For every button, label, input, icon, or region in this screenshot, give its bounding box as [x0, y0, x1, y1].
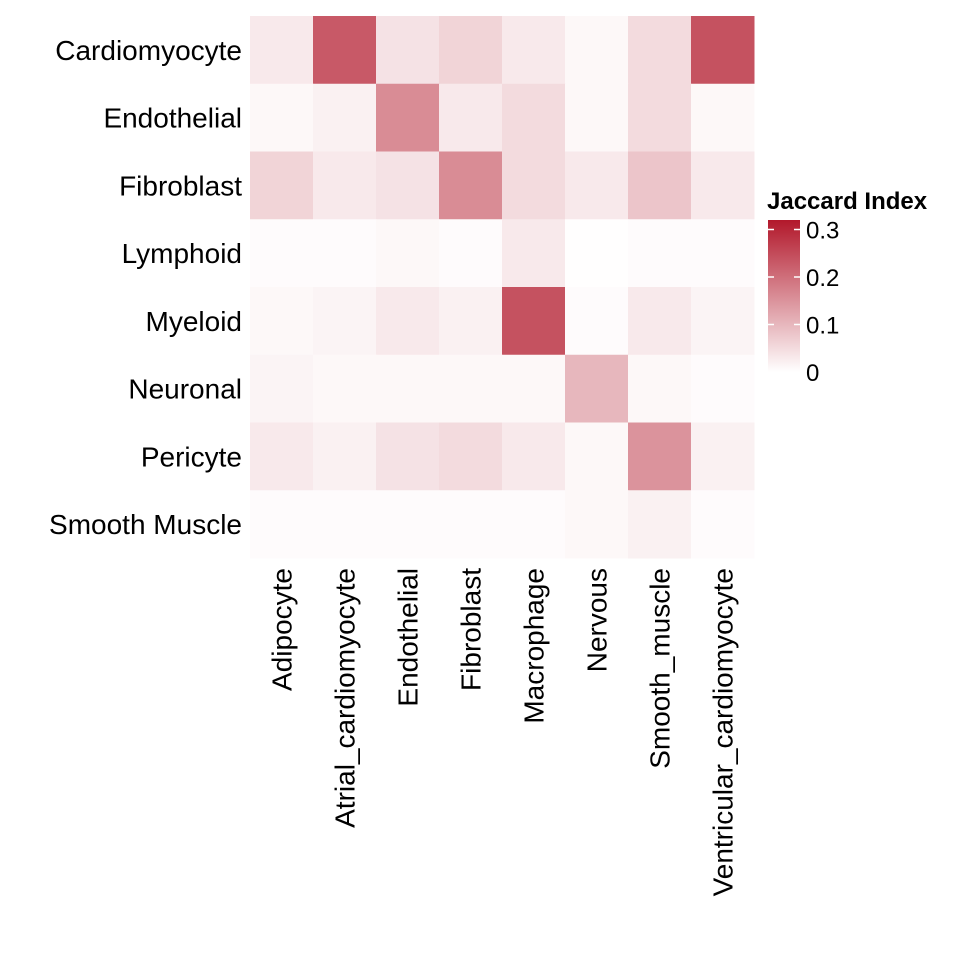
heatmap-cell [502, 287, 566, 356]
y-tick-label: Pericyte [141, 441, 242, 472]
heatmap-cell [565, 151, 629, 220]
heatmap-cell [313, 490, 377, 559]
heatmap-cell [313, 354, 377, 423]
heatmap-cell [628, 151, 692, 220]
heatmap-cell [313, 16, 377, 85]
heatmap-cell [502, 422, 566, 491]
heatmap-cell [376, 490, 440, 559]
heatmap-cell [439, 354, 503, 423]
legend-title: Jaccard Index [767, 188, 928, 215]
heatmap-cell [691, 83, 755, 152]
heatmap-cell [502, 151, 566, 220]
heatmap-cell [250, 151, 314, 220]
heatmap-cell [628, 219, 692, 288]
heatmap-cell [565, 354, 629, 423]
heatmap-cell [439, 16, 503, 85]
heatmap-cell [502, 354, 566, 423]
y-tick-label: Myeloid [146, 306, 242, 337]
heatmap-cell [565, 83, 629, 152]
heatmap-cell [376, 354, 440, 423]
y-tick-label: Fibroblast [119, 170, 242, 201]
heatmap-cell [250, 16, 314, 85]
legend-tick-label: 0.2 [806, 265, 839, 292]
heatmap-cell [376, 151, 440, 220]
heatmap-cell [628, 287, 692, 356]
heatmap-cell [439, 151, 503, 220]
x-tick-label: Fibroblast [456, 568, 487, 691]
heatmap-cell [565, 287, 629, 356]
heatmap-cell [250, 219, 314, 288]
heatmap-cell [565, 422, 629, 491]
x-tick-label: Ventricular_cardiomyocyte [708, 568, 739, 896]
x-axis-labels: Adipocyte Atrial_cardiomyocyte Endothelial… [267, 568, 739, 897]
x-tick-label: Smooth_muscle [645, 568, 676, 769]
heatmap-cell [565, 16, 629, 85]
heatmap-cell [376, 422, 440, 491]
heatmap-cell [628, 422, 692, 491]
heatmap-cell [250, 422, 314, 491]
heatmap-cell [691, 490, 755, 559]
heatmap-cell [250, 354, 314, 423]
heatmap-cell [691, 287, 755, 356]
x-tick-label: Macrophage [519, 568, 550, 724]
y-axis-labels: Cardiomyocyte Endothelial Fibroblast Lympho… [49, 35, 242, 540]
heatmap-cell [565, 490, 629, 559]
heatmap-cell [439, 83, 503, 152]
heatmap-cell [439, 219, 503, 288]
heatmap-cell [376, 83, 440, 152]
color-legend: Jaccard Index 0 0.1 0.2 0.3 [767, 188, 928, 387]
y-tick-label: Lymphoid [122, 238, 242, 269]
legend-tick-label: 0 [806, 360, 819, 387]
heatmap-cell [691, 354, 755, 423]
heatmap-cell [628, 490, 692, 559]
heatmap-cell [565, 219, 629, 288]
heatmap-cell [376, 287, 440, 356]
heatmap-cell [313, 422, 377, 491]
heatmap-cell [439, 422, 503, 491]
legend-tick-label: 0.3 [806, 218, 839, 245]
heatmap-cell [376, 16, 440, 85]
x-tick-label: Endothelial [393, 568, 424, 707]
x-tick-label: Atrial_cardiomyocyte [330, 568, 361, 828]
heatmap-cell [691, 16, 755, 85]
heatmap-cell [502, 16, 566, 85]
y-tick-label: Smooth Muscle [49, 509, 242, 540]
heatmap-cell [691, 422, 755, 491]
y-tick-label: Endothelial [103, 103, 242, 134]
heatmap-cell [502, 219, 566, 288]
heatmap-cell [691, 151, 755, 220]
heatmap-cells [250, 16, 755, 559]
x-tick-label: Nervous [582, 568, 613, 672]
heatmap-cell [313, 83, 377, 152]
heatmap-cell [250, 490, 314, 559]
legend-tick-label: 0.1 [806, 313, 839, 340]
legend-colorbar [768, 220, 800, 372]
heatmap-cell [250, 83, 314, 152]
legend-ticks: 0 0.1 0.2 0.3 [768, 218, 839, 387]
heatmap-cell [502, 490, 566, 559]
heatmap-cell [439, 490, 503, 559]
heatmap-cell [628, 83, 692, 152]
heatmap-cell [691, 219, 755, 288]
heatmap-cell [313, 287, 377, 356]
heatmap-cell [628, 16, 692, 85]
y-tick-label: Cardiomyocyte [55, 35, 242, 66]
heatmap-cell [502, 83, 566, 152]
x-tick-label: Adipocyte [267, 568, 298, 691]
heatmap-cell [439, 287, 503, 356]
y-tick-label: Neuronal [128, 374, 242, 405]
heatmap-cell [628, 354, 692, 423]
heatmap-cell [313, 151, 377, 220]
heatmap-cell [376, 219, 440, 288]
heatmap-cell [313, 219, 377, 288]
heatmap-cell [250, 287, 314, 356]
